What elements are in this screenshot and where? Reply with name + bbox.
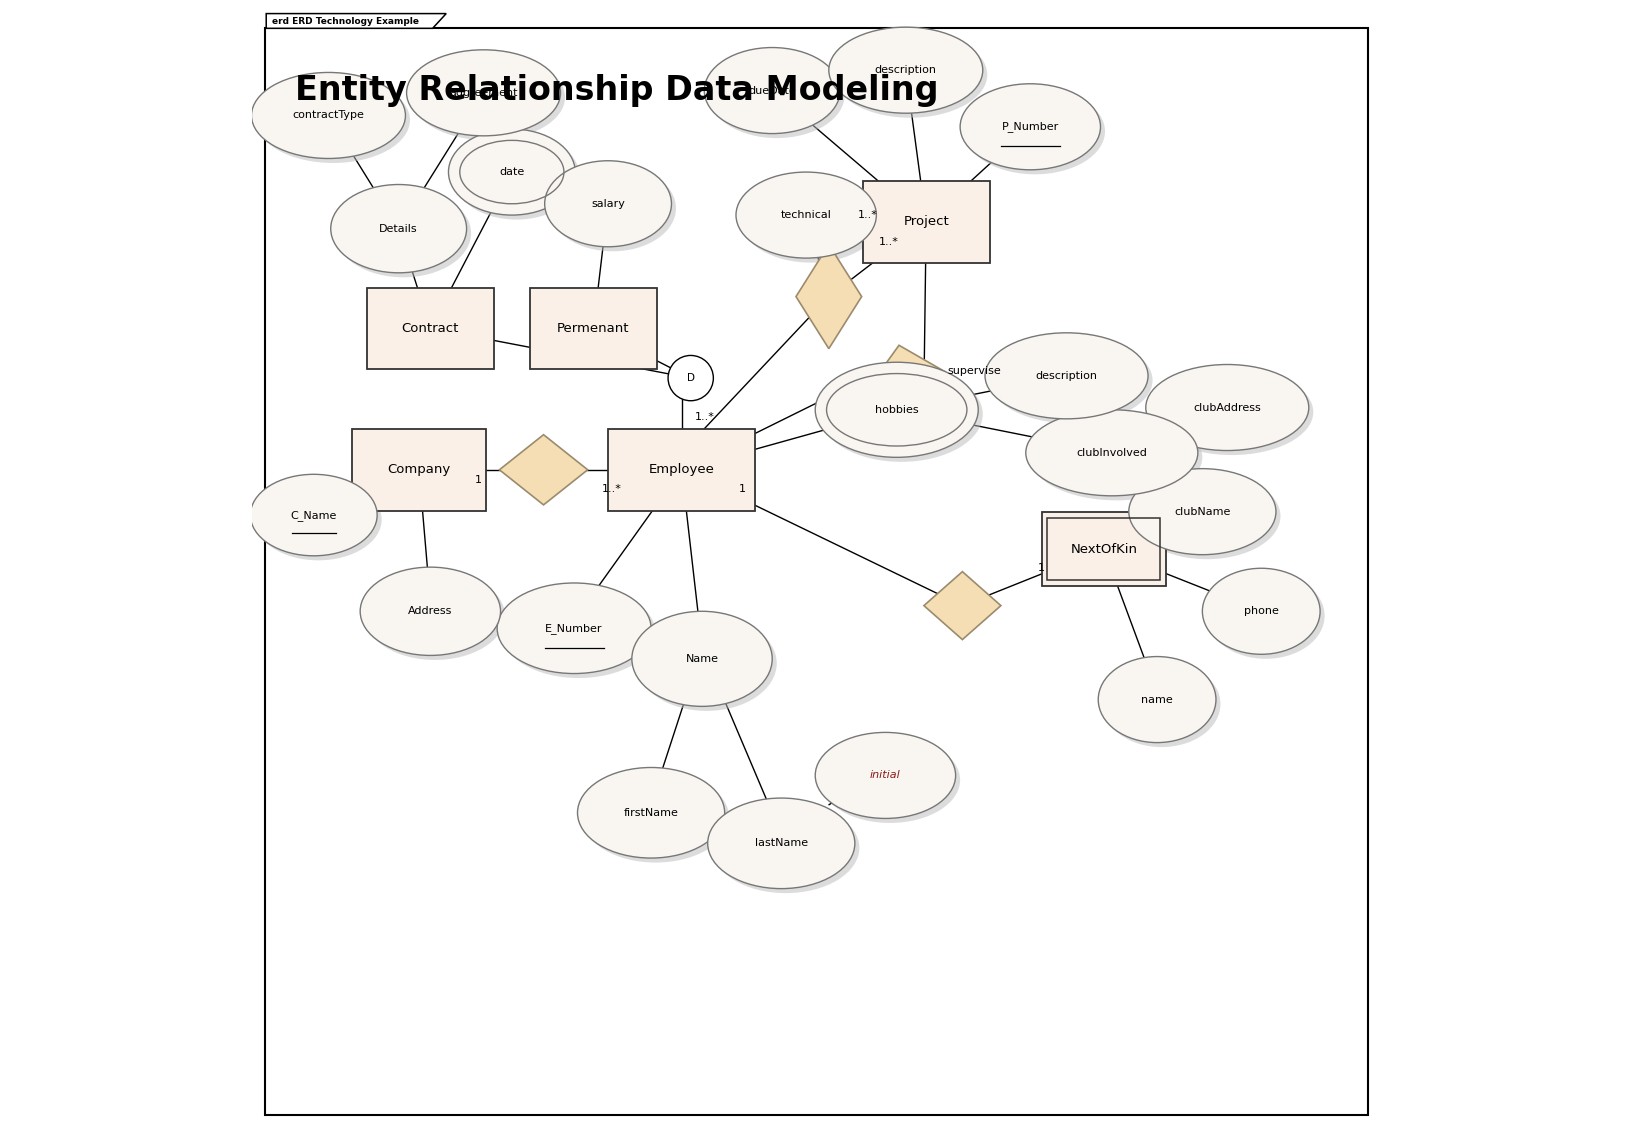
Text: 1: 1 <box>1038 564 1045 573</box>
Text: lastName: lastName <box>755 839 808 848</box>
Ellipse shape <box>1030 414 1202 500</box>
FancyBboxPatch shape <box>1041 512 1166 586</box>
Ellipse shape <box>497 583 651 674</box>
Polygon shape <box>924 572 1001 640</box>
Text: Company: Company <box>387 463 451 477</box>
Polygon shape <box>878 345 945 398</box>
Text: 1..*: 1..* <box>880 238 899 247</box>
Ellipse shape <box>816 362 978 457</box>
Text: 1: 1 <box>739 484 746 494</box>
Ellipse shape <box>1146 365 1308 451</box>
Text: supervise: supervise <box>948 367 1001 376</box>
Ellipse shape <box>708 798 855 889</box>
Text: Address: Address <box>409 607 453 616</box>
Ellipse shape <box>736 172 876 258</box>
Ellipse shape <box>960 84 1100 170</box>
Text: Employee: Employee <box>649 463 714 477</box>
Polygon shape <box>796 245 862 349</box>
Text: phone: phone <box>1244 607 1279 616</box>
Text: firstName: firstName <box>623 808 679 817</box>
Text: contractType: contractType <box>293 111 365 120</box>
Ellipse shape <box>819 367 983 462</box>
Ellipse shape <box>407 50 561 136</box>
Ellipse shape <box>710 52 845 138</box>
Text: Entity Relationship Data Modeling: Entity Relationship Data Modeling <box>294 74 938 108</box>
Text: initial: initial <box>870 771 901 780</box>
Text: description: description <box>1035 371 1097 380</box>
Ellipse shape <box>502 588 656 678</box>
Polygon shape <box>499 435 587 505</box>
Ellipse shape <box>410 54 566 140</box>
Text: 1: 1 <box>474 475 481 484</box>
Text: Name: Name <box>685 654 718 663</box>
Ellipse shape <box>834 32 988 118</box>
Text: description: description <box>875 66 937 75</box>
Text: erd ERD Technology Example: erd ERD Technology Example <box>271 17 419 26</box>
Ellipse shape <box>448 129 576 215</box>
Text: Contract: Contract <box>402 321 459 335</box>
Text: E_Number: E_Number <box>546 623 603 634</box>
Ellipse shape <box>1102 661 1220 747</box>
FancyBboxPatch shape <box>366 288 494 369</box>
Text: Permenant: Permenant <box>558 321 629 335</box>
Ellipse shape <box>1128 469 1275 555</box>
Ellipse shape <box>582 772 729 863</box>
FancyBboxPatch shape <box>863 181 989 263</box>
Text: name: name <box>1141 695 1172 704</box>
Ellipse shape <box>636 616 777 711</box>
Text: D: D <box>687 374 695 383</box>
Ellipse shape <box>549 165 675 251</box>
Ellipse shape <box>1025 410 1198 496</box>
Ellipse shape <box>365 572 505 660</box>
Ellipse shape <box>816 732 955 818</box>
FancyBboxPatch shape <box>265 28 1367 1115</box>
Ellipse shape <box>1202 568 1319 654</box>
Ellipse shape <box>1099 657 1216 743</box>
Ellipse shape <box>1151 369 1313 455</box>
Text: 1..*: 1..* <box>857 211 878 220</box>
FancyBboxPatch shape <box>608 429 755 511</box>
Text: NextOfKin: NextOfKin <box>1071 542 1138 556</box>
Text: date: date <box>499 168 525 177</box>
Text: Details: Details <box>379 224 419 233</box>
Text: C_Name: C_Name <box>291 509 337 521</box>
Ellipse shape <box>705 48 840 134</box>
Ellipse shape <box>252 72 405 158</box>
Circle shape <box>669 355 713 401</box>
Ellipse shape <box>577 767 724 858</box>
Ellipse shape <box>257 77 410 163</box>
Ellipse shape <box>829 27 983 113</box>
Text: hobbies: hobbies <box>875 405 919 414</box>
Ellipse shape <box>330 185 466 273</box>
Text: dueDate: dueDate <box>749 86 796 95</box>
Ellipse shape <box>453 134 580 220</box>
FancyBboxPatch shape <box>352 429 486 511</box>
Text: aggreement: aggreement <box>450 88 518 97</box>
Ellipse shape <box>250 474 378 556</box>
Text: clubName: clubName <box>1174 507 1231 516</box>
Ellipse shape <box>631 611 772 706</box>
Text: salary: salary <box>592 199 625 208</box>
FancyBboxPatch shape <box>530 288 657 369</box>
Ellipse shape <box>544 161 672 247</box>
Ellipse shape <box>335 189 471 277</box>
Ellipse shape <box>984 333 1148 419</box>
Ellipse shape <box>713 803 860 893</box>
Text: P_Number: P_Number <box>1002 121 1059 132</box>
Polygon shape <box>267 14 446 28</box>
Text: 1..*: 1..* <box>602 484 621 494</box>
Text: Project: Project <box>903 215 948 229</box>
Ellipse shape <box>1207 573 1324 659</box>
Ellipse shape <box>965 88 1105 174</box>
Ellipse shape <box>819 737 960 823</box>
Ellipse shape <box>360 567 500 655</box>
Text: clubAddress: clubAddress <box>1194 403 1261 412</box>
Text: 1..*: 1..* <box>695 412 714 421</box>
Ellipse shape <box>255 479 381 560</box>
Text: clubInvolved: clubInvolved <box>1076 448 1148 457</box>
Text: technical: technical <box>782 211 832 220</box>
Ellipse shape <box>989 337 1153 423</box>
Ellipse shape <box>741 177 881 263</box>
Ellipse shape <box>1133 473 1280 559</box>
